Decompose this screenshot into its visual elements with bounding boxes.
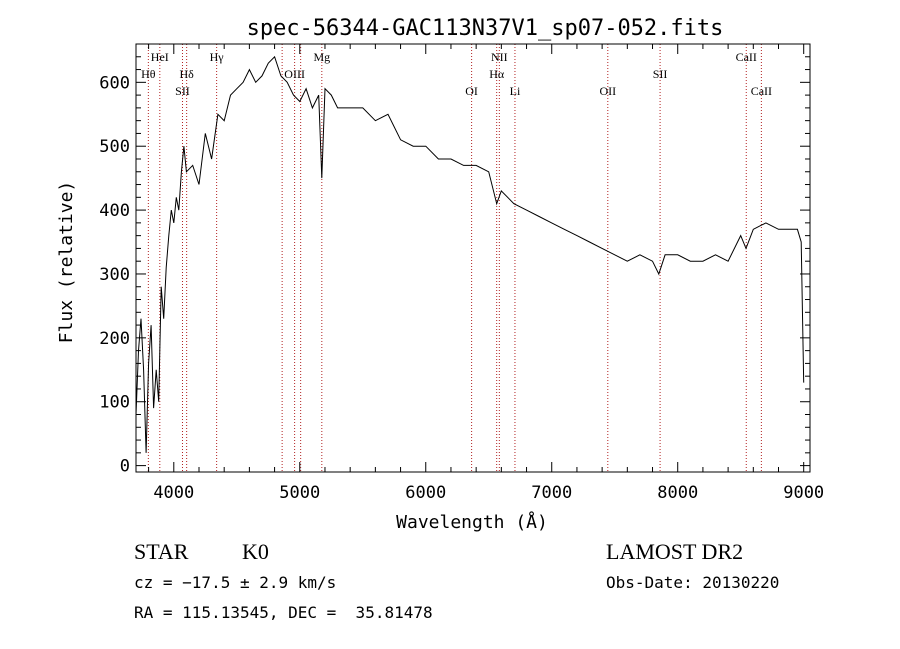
spectral-line-label: NII [491, 50, 508, 64]
y-tick-label: 100 [99, 393, 130, 413]
spectral-line-label: CaII [751, 84, 772, 98]
y-tick-label: 300 [99, 265, 130, 285]
spectral-line-label: SII [175, 84, 190, 98]
spectral-line-label: Hγ [210, 50, 225, 64]
y-tick-label: 500 [99, 137, 130, 157]
x-axis-label: Wavelength (Å) [396, 511, 548, 533]
spectral-line-markers [147, 44, 762, 472]
x-tick-label: 8000 [657, 483, 698, 503]
spectral-line-label: Hθ [141, 67, 156, 81]
spectral-line-label: Hδ [179, 67, 194, 81]
x-tick-label: 6000 [405, 483, 446, 503]
redshift-text: cz = −17.5 ± 2.9 km/s [134, 573, 337, 592]
x-tick-label: 7000 [531, 483, 572, 503]
y-axis-ticks: 0 100 200 300 400 500 600 [99, 56, 810, 477]
coordinates-text: RA = 115.13545, DEC = 35.81478 [134, 603, 433, 622]
x-tick-label: 9000 [783, 483, 824, 503]
obs-date-text: Obs-Date: 20130220 [606, 573, 780, 592]
spectral-line-label: CaII [736, 50, 757, 64]
spectral-line-label: HeI [151, 50, 169, 64]
spectrum-chart: spec-56344-GAC113N37V1_sp07-052.fits HθH… [56, 16, 824, 533]
y-tick-label: 200 [99, 329, 130, 349]
x-axis-ticks: 4000 5000 6000 7000 8000 9000 [148, 44, 824, 503]
object-class: STAR [134, 539, 189, 564]
x-tick-label: 4000 [153, 483, 194, 503]
spectral-line-labels: Hθ HeI SII Hδ Hγ OIII Mg OI NII Hα Li OII SII CaII CaI… [141, 50, 772, 98]
spectrum-line [135, 55, 805, 453]
spectral-line-label: OIII [284, 67, 305, 81]
plot-frame [135, 43, 811, 473]
y-tick-label: 0 [120, 457, 130, 477]
object-subclass: K0 [242, 539, 269, 564]
spectral-line-label: Li [510, 84, 521, 98]
y-tick-label: 400 [99, 201, 130, 221]
spectral-line-label: OII [599, 84, 616, 98]
y-tick-label: 600 [99, 73, 130, 93]
spectral-line-label: SII [653, 67, 668, 81]
y-axis-label: Flux (relative) [56, 181, 77, 344]
spectral-line-label: Hα [489, 67, 505, 81]
survey-name: LAMOST DR2 [606, 539, 744, 564]
chart-title: spec-56344-GAC113N37V1_sp07-052.fits [247, 16, 724, 41]
spectral-line-label: OI [465, 84, 478, 98]
spectral-line-label: Mg [313, 50, 330, 64]
x-tick-label: 5000 [279, 483, 320, 503]
